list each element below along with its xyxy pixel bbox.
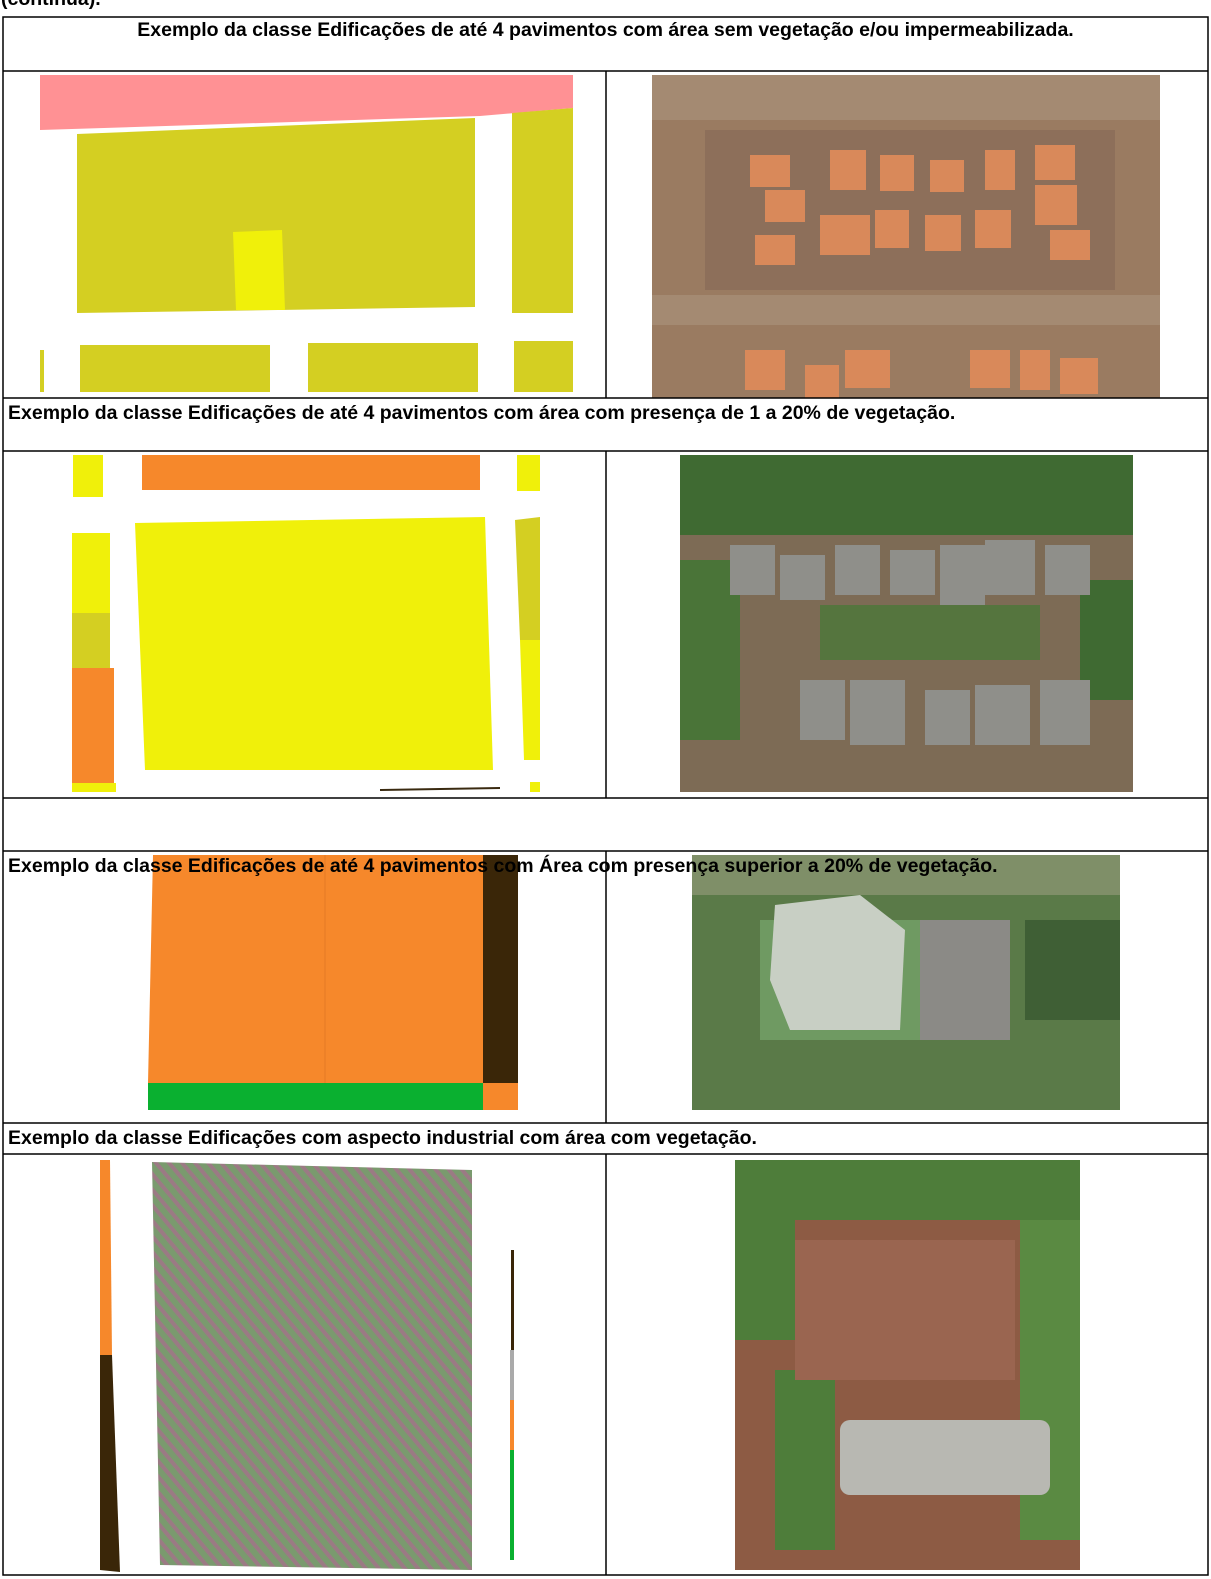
photo-2 <box>680 455 1133 792</box>
page: (continua). Exemplo da classe Edificaçõe… <box>0 0 1211 1579</box>
photo-1 <box>652 75 1160 398</box>
continuation-note: (continua). <box>1 0 101 11</box>
row-caption: Exemplo da classe Edificações de até 4 p… <box>10 19 1201 42</box>
row-caption: Exemplo da classe Edificações de até 4 p… <box>8 855 1202 878</box>
map-4 <box>100 1160 514 1572</box>
map-3 <box>148 855 518 1110</box>
row-caption: Exemplo da classe Edificações de até 4 p… <box>8 402 1202 425</box>
photo-3 <box>692 855 1120 1110</box>
photo-4 <box>735 1160 1080 1570</box>
map-1 <box>40 75 573 392</box>
row-caption: Exemplo da classe Edificações com aspect… <box>8 1127 1202 1150</box>
map-2 <box>72 455 540 792</box>
table-graphics <box>0 0 1211 1579</box>
